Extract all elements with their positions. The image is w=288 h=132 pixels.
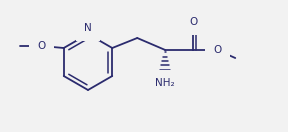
Text: O: O [189,17,197,27]
Text: O: O [38,41,46,51]
Text: NH₂: NH₂ [156,78,175,88]
Text: O: O [213,45,221,55]
Text: N: N [84,23,92,33]
